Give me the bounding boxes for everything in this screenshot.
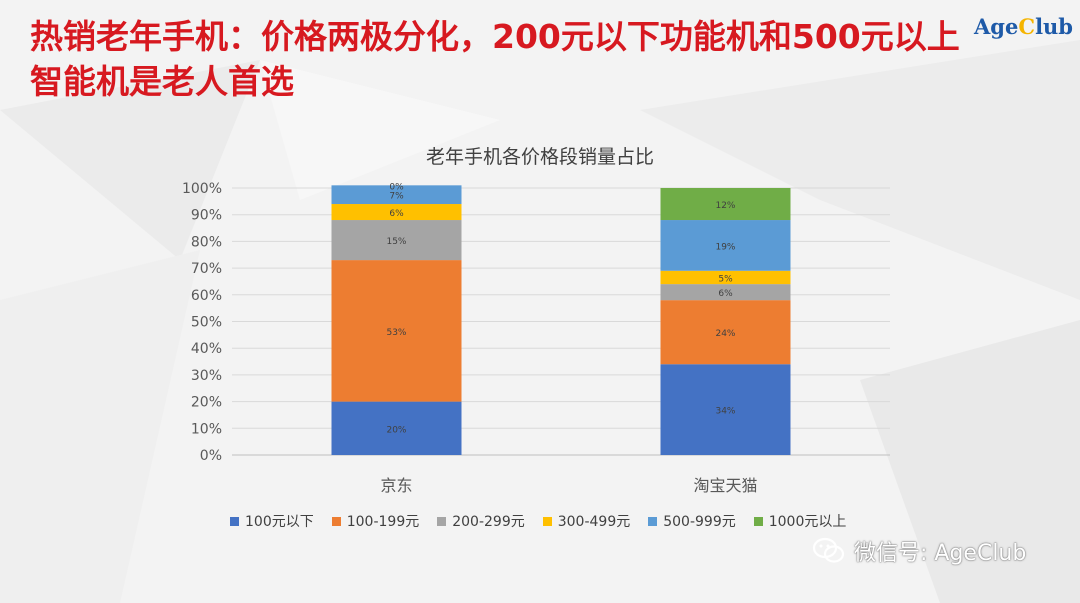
y-tick-label: 70% [191,261,222,277]
y-tick-label: 40% [191,341,222,357]
data-label: 6% [389,209,404,219]
wechat-icon [812,537,845,563]
legend-swatch [648,516,658,526]
legend-swatch [230,516,239,526]
bar-segment [660,220,791,271]
data-label: 19% [715,242,735,252]
bars: 20% 53% 15% 6% 7%0% 34% 24% 6% 5% 19% 12% [331,182,791,455]
legend-label: 300-499元 [557,514,631,530]
y-tick-label: 20% [191,395,222,411]
data-label: 5% [718,274,733,284]
legend-swatch [331,516,341,526]
data-label: 34% [715,407,735,417]
x-category-label: 淘宝天猫 [693,476,757,495]
legend-item: 300-499元 [542,511,631,531]
legend-item: 100-199元 [331,511,420,531]
x-axis: 京东 淘宝天猫 [380,476,757,495]
bar-segment [660,188,791,221]
ageclub-logo: AgeClub [974,14,1073,39]
bar-segment [331,204,462,221]
data-label: 7% [389,192,404,202]
legend-label: 1000元以上 [768,514,847,530]
legend-item: 1000元以上 [753,511,847,531]
legend-swatch [542,516,552,526]
legend-swatch [437,516,447,526]
y-axis: 0% 10% 20% 30% 40% 50% 60% 70% 80% 90% 100% [182,181,222,464]
bar-segment [660,364,791,455]
y-tick-label: 30% [191,368,222,384]
logo-text-c: C [1018,14,1036,39]
chart-title: 老年手机各价格段销量占比 [426,146,654,168]
watermark-text: 微信号: AgeClub [854,541,1027,566]
y-tick-label: 0% [200,448,222,464]
bar-segment [331,220,462,261]
y-tick-label: 60% [191,288,222,304]
bar-segment [331,401,462,455]
logo-text-prefix: Age [974,14,1019,39]
bar-segment [331,185,462,205]
data-label: 12% [715,201,735,211]
bar-segment [660,270,791,285]
legend-item: 500-999元 [648,511,736,531]
wechat-watermark: 微信号: AgeClub [812,535,1026,567]
slide-title: 热销老年手机：价格两极分化，200元以下功能机和500元以上智能机是老人首选 [30,17,960,101]
chart-legend: 100元以下 100-199元 200-299元 300-499元 500-999元 10… [230,511,846,531]
x-category-label: 京东 [380,476,412,495]
y-tick-label: 10% [191,421,222,437]
data-label: 15% [386,237,406,247]
y-tick-label: 80% [191,234,222,250]
bar-segment [660,300,791,365]
gridlines [232,187,890,456]
logo-text-suffix: lub [1035,14,1073,39]
bar-segment [331,260,462,402]
legend-label: 100元以下 [245,514,314,530]
data-label: 53% [386,328,406,338]
legend-swatch [753,516,763,526]
data-label: 6% [718,289,733,299]
legend-label: 200-299元 [452,514,525,530]
legend-item: 200-299元 [437,511,525,531]
legend-label: 100-199元 [346,514,420,530]
bar-segment [660,284,791,301]
y-tick-label: 100% [182,181,222,197]
data-label: 0% [389,182,404,192]
y-tick-label: 50% [191,315,222,331]
legend-item: 100元以下 [230,511,314,531]
data-label: 20% [386,425,406,435]
data-label: 24% [715,329,735,339]
legend-label: 500-999元 [663,514,736,530]
y-tick-label: 90% [191,208,222,224]
